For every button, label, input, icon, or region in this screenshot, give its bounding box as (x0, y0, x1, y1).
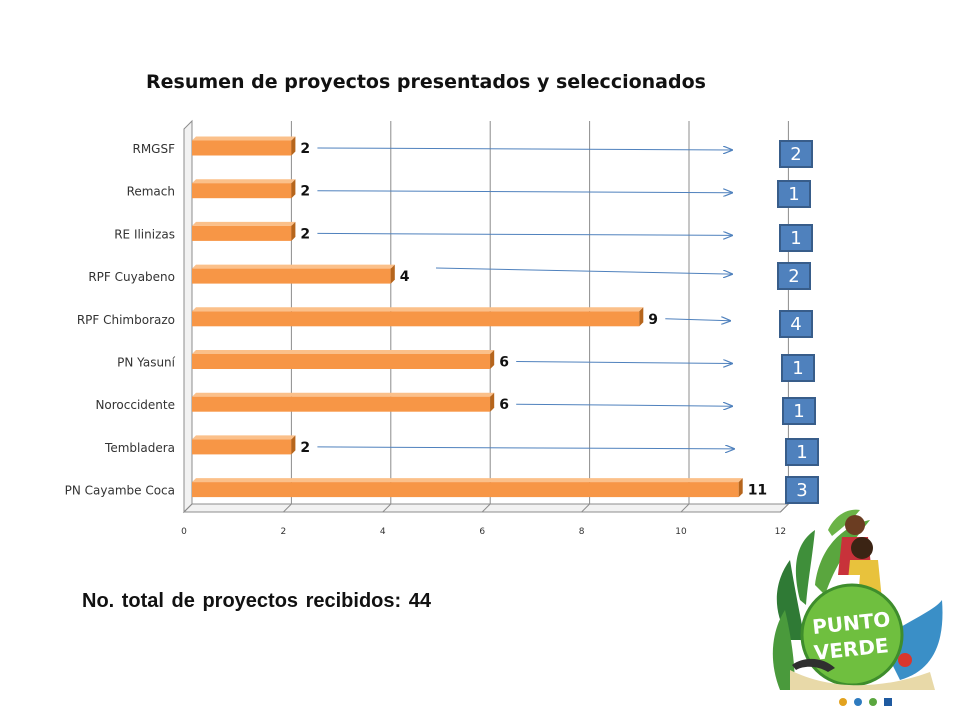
category-label: PN Cayambe Coca (65, 484, 175, 498)
bar-side-face (291, 179, 296, 199)
bar-top-face (192, 307, 644, 312)
bar (192, 311, 640, 327)
bar (192, 140, 292, 156)
x-tick-label: 6 (479, 527, 485, 537)
gridline-floor (780, 503, 789, 513)
category-label: RE Ilinizas (114, 227, 175, 241)
value-label: 6 (499, 355, 509, 371)
x-tick-label: 8 (579, 527, 585, 537)
x-tick-label: 10 (675, 527, 687, 537)
selected-count-box: 2 (777, 262, 811, 290)
arrow (516, 404, 732, 406)
arrow (665, 319, 730, 321)
selected-count-box: 4 (779, 310, 813, 338)
arrow (317, 447, 734, 449)
selected-count-box: 1 (785, 438, 819, 466)
bar-side-face (390, 264, 395, 284)
x-tick-label: 0 (181, 527, 187, 537)
bar (192, 482, 739, 498)
value-label: 4 (400, 269, 410, 285)
gridline-floor (481, 503, 491, 513)
value-label: 2 (300, 184, 310, 200)
x-tick-label: 2 (281, 527, 287, 537)
bar (192, 268, 391, 284)
bar (192, 354, 491, 369)
value-label: 9 (648, 312, 658, 328)
value-label: 11 (748, 483, 767, 499)
value-label: 6 (499, 397, 509, 413)
iguana-icon (792, 658, 835, 672)
gridline-floor (283, 503, 292, 513)
arrow (317, 191, 732, 193)
bar-side-face (738, 478, 743, 498)
chart-title: Resumen de proyectos presentados y selec… (146, 71, 706, 93)
category-label: RPF Chimborazo (77, 313, 175, 327)
sponsor-logos (839, 698, 892, 706)
bar (192, 183, 292, 199)
category-label: Noroccidente (95, 398, 175, 412)
arrow (435, 267, 732, 274)
value-label: 2 (300, 141, 310, 157)
bar (192, 225, 292, 241)
bar-side-face (490, 392, 495, 412)
x-tick-label: 12 (775, 527, 786, 537)
bar-top-face (192, 350, 495, 354)
bar-side-face (291, 435, 296, 455)
bar-top-face (192, 136, 296, 141)
sand-shape (790, 670, 935, 690)
category-label: Remach (127, 185, 175, 199)
bar (192, 439, 292, 455)
bar-top-face (192, 264, 395, 269)
arrow (317, 148, 732, 150)
total-projects-text: No. total de proyectos recibidos: 44 (82, 590, 431, 612)
bar-top-face (192, 221, 296, 226)
category-label: Tembladera (104, 441, 175, 455)
bar (192, 396, 491, 412)
x-tick-label: 4 (380, 527, 386, 537)
category-label: RMGSF (132, 142, 175, 156)
bar-top-face (192, 392, 495, 397)
gridline-floor (382, 503, 392, 513)
bar-side-face (490, 350, 495, 369)
bar-top-face (192, 478, 743, 483)
selected-count-box: 1 (777, 180, 811, 208)
logo-circle (800, 583, 904, 687)
selected-count-box: 1 (779, 224, 813, 252)
category-label: RPF Cuyabeno (88, 270, 175, 284)
gridline-floor (680, 503, 690, 513)
selected-count-box: 2 (779, 140, 813, 168)
selected-count-box: 1 (782, 397, 816, 425)
bar-top-face (192, 435, 296, 440)
selected-count-box: 3 (785, 476, 819, 504)
bar-side-face (639, 307, 644, 327)
gridline-floor (581, 503, 590, 513)
gridline-floor (183, 503, 193, 513)
arrow (516, 362, 732, 364)
bar-top-face (192, 179, 296, 184)
selected-count-box: 1 (781, 354, 815, 382)
crab-icon (898, 653, 912, 667)
category-label: PN Yasuní (117, 356, 176, 370)
arrow (317, 233, 732, 235)
bar-side-face (291, 136, 296, 156)
value-label: 2 (300, 226, 310, 242)
value-label: 2 (300, 440, 310, 456)
bar-side-face (291, 221, 296, 241)
